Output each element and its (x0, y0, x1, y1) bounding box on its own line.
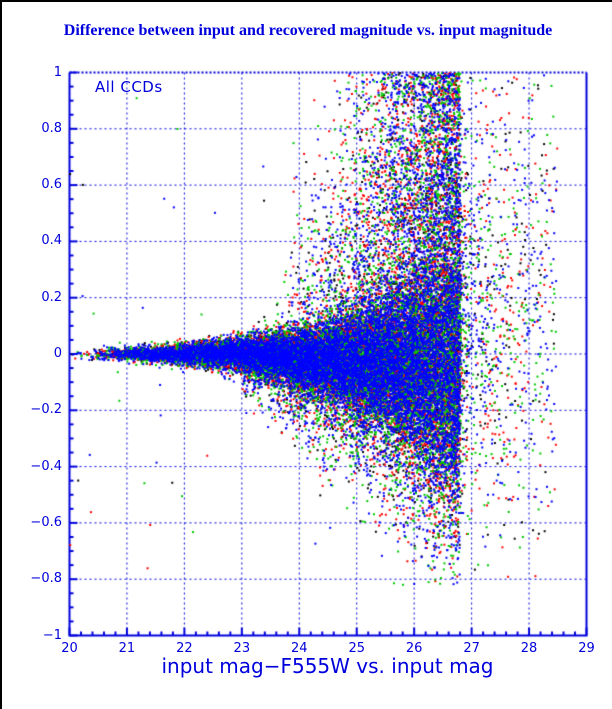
x-tick-label: 24 (290, 641, 308, 656)
x-tick-label: 26 (405, 641, 423, 656)
y-tick-label: 0.4 (41, 233, 62, 249)
x-tick-label: 22 (176, 641, 193, 656)
y-tick-label: −0.4 (30, 458, 62, 474)
y-tick-label: −0.6 (30, 514, 62, 530)
y-tick-label: −0.8 (30, 571, 62, 587)
x-tick-label: 25 (348, 641, 365, 656)
y-tick-label: 0 (53, 346, 62, 361)
y-tick-label: −1 (42, 627, 62, 643)
x-tick-label: 28 (520, 641, 538, 656)
y-tick-label: 0.6 (41, 177, 62, 193)
y-tick-label: 0.2 (41, 289, 62, 305)
annotation-all-ccds: All CCDs (95, 78, 163, 96)
y-tick-label: 1 (53, 64, 62, 80)
x-tick-label: 29 (578, 641, 595, 656)
x-axis-title: input mag−F555W vs. input mag (161, 654, 494, 678)
x-tick-label: 20 (61, 641, 78, 656)
x-tick-label: 27 (463, 641, 480, 656)
x-tick-label: 21 (118, 641, 136, 656)
x-tick-label: 23 (233, 641, 251, 656)
y-tick-label: 0.8 (41, 120, 62, 136)
y-tick-label: −0.2 (30, 402, 62, 418)
